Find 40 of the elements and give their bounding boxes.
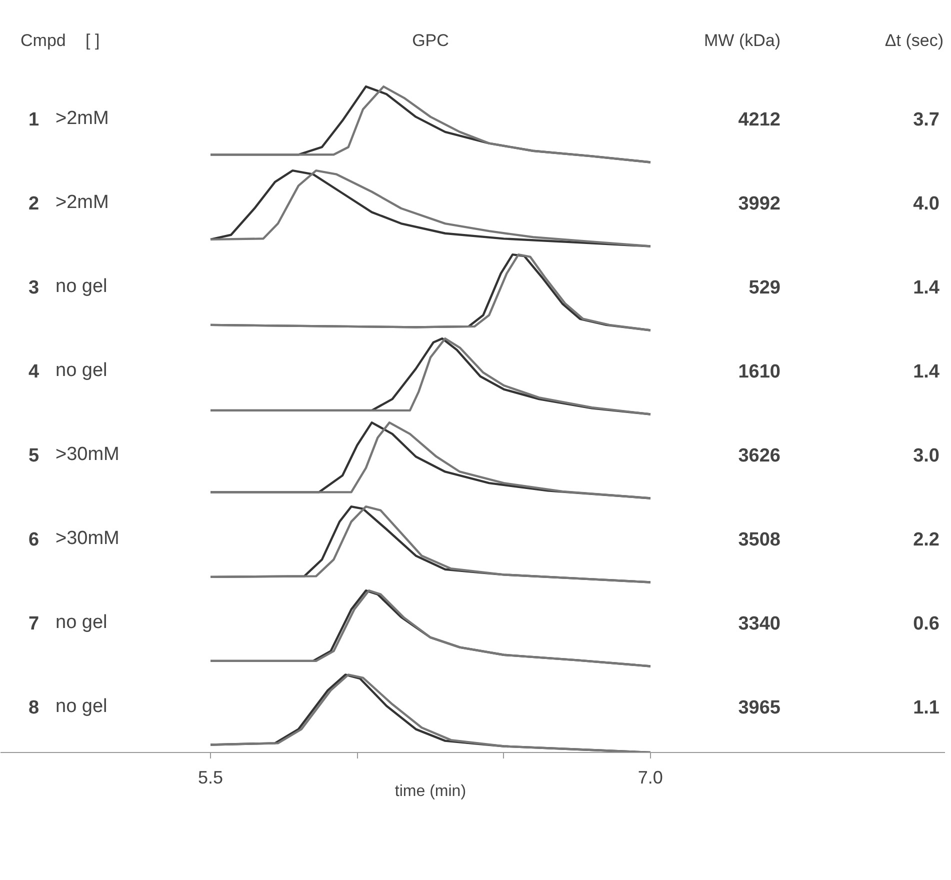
annotation: 3 [28, 278, 40, 298]
annotation: 4212 [738, 110, 781, 130]
annotation: 0.6 [913, 614, 940, 634]
annotation: >2mM [56, 108, 109, 129]
annotation: 3992 [738, 194, 781, 214]
annotation: 1.4 [913, 278, 940, 298]
x-tick-label: 5.5 [198, 768, 224, 788]
text: Cmpd [20, 31, 66, 50]
annotation: 3340 [738, 614, 781, 634]
annotation: 2.2 [913, 530, 940, 550]
annotation: 2 [28, 194, 40, 214]
annotation: 4.0 [913, 194, 940, 214]
text: [ ] [86, 31, 100, 50]
x-axis-title: time (min) [394, 783, 466, 800]
annotation: no gel [56, 276, 108, 297]
annotation: 529 [748, 278, 780, 298]
text: GPC [412, 31, 449, 50]
annotation: 7 [28, 614, 40, 634]
annotation: 8 [28, 698, 40, 718]
annotation: no gel [56, 696, 108, 717]
text: MW (kDa) [704, 31, 780, 50]
annotation: 5 [28, 446, 40, 466]
text: Δt (sec) [884, 31, 944, 50]
annotation: >30mM [56, 528, 120, 549]
annotation: 3.0 [913, 446, 940, 466]
annotation: 1.4 [913, 362, 940, 382]
annotation: 3626 [738, 446, 781, 466]
annotation: 1.1 [913, 698, 940, 718]
annotation: no gel [56, 360, 108, 381]
annotation: 4 [28, 362, 40, 382]
annotation: 3965 [738, 698, 781, 718]
annotation: 1 [28, 110, 40, 130]
annotation: 3.7 [913, 110, 940, 130]
annotation: 3508 [738, 530, 781, 550]
x-tick-label: 7.0 [638, 768, 663, 788]
annotation: no gel [56, 612, 108, 633]
annotation: >30mM [56, 444, 120, 465]
annotation: >2mM [56, 192, 109, 213]
annotation: 1610 [738, 362, 781, 382]
annotation: 6 [28, 530, 40, 550]
